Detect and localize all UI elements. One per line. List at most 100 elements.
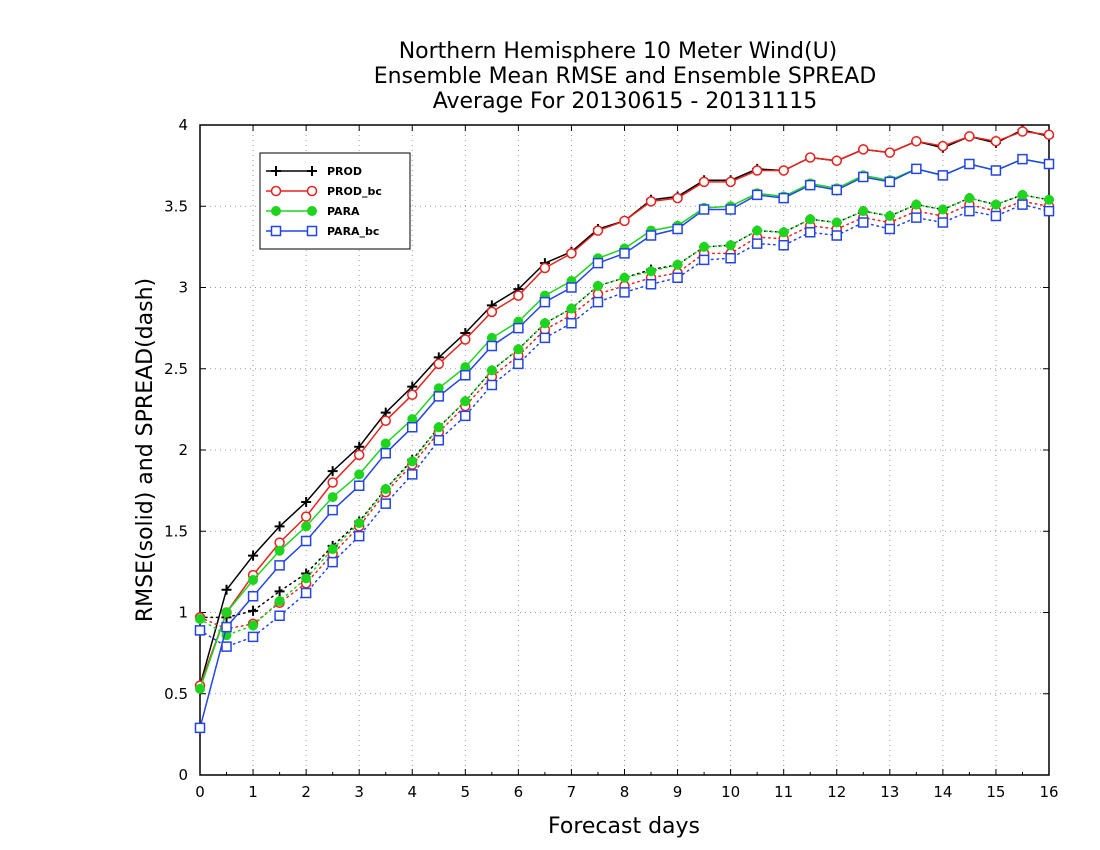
series-para-bc-spread-point — [698, 254, 710, 266]
series-para-spread-point — [805, 214, 816, 225]
series-para-bc-rmse-point — [513, 322, 524, 334]
series-para-spread-point — [354, 518, 365, 529]
series-para-bc-rmse-point — [619, 248, 630, 259]
series-para-bc-rmse-point — [592, 257, 604, 269]
x-tick-label: 12 — [827, 783, 846, 801]
x-tick-label: 7 — [567, 783, 577, 801]
series-para-bc-rmse-point — [725, 204, 736, 215]
series-para-spread-point — [911, 199, 922, 210]
series-para-bc-rmse-point — [460, 370, 471, 381]
title-line-3: Average For 20130615 - 20131115 — [433, 89, 818, 114]
series-para-bc-rmse-point — [911, 163, 922, 175]
legend-swatch-marker — [306, 225, 318, 237]
x-tick-label: 4 — [407, 783, 417, 801]
legend-item-prod-bc: PROD_bc — [266, 185, 382, 198]
series-para-bc-spread-point — [964, 205, 975, 217]
series-para-spread-point — [327, 544, 338, 555]
series-prod-bc-rmse-point — [407, 389, 418, 400]
series-para-bc-rmse-point — [778, 192, 789, 204]
series-para-bc-spread-point — [911, 212, 922, 223]
series-para-bc-rmse-point — [566, 282, 577, 293]
y-tick-label: 2.5 — [164, 360, 188, 378]
x-tick-label: 2 — [301, 783, 311, 801]
series-prod-rmse-point — [327, 466, 338, 477]
series-para-bc-rmse-point — [300, 535, 312, 547]
series-prod-bc-rmse-point — [513, 290, 524, 301]
series-para-spread-point — [592, 280, 603, 291]
series-para-bc-spread-point — [194, 625, 206, 636]
legend-label: PROD — [327, 165, 362, 178]
x-axis-label: Forecast days — [548, 814, 700, 839]
series-para-bc-spread-point — [645, 279, 657, 290]
series-para-spread-point — [248, 620, 259, 631]
series-prod-bc-rmse-point — [884, 147, 896, 158]
x-tick-label: 13 — [880, 783, 899, 801]
series-para-bc-rmse-point — [407, 422, 418, 433]
series-para-bc-rmse-point — [858, 171, 869, 183]
series-para-bc-spread-point — [858, 217, 869, 228]
series-para-bc-spread-point — [407, 469, 418, 480]
series-para-spread-point — [778, 227, 789, 238]
series-para-bc-spread-point — [804, 227, 816, 238]
x-tick-label: 1 — [248, 783, 258, 801]
series-para-bc-spread-point — [937, 217, 949, 228]
legend-item-prod: PROD — [266, 165, 362, 178]
y-axis-label: RMSE(solid) and SPREAD(dash) — [133, 278, 158, 622]
series-para-bc-rmse-point — [194, 722, 206, 734]
series-para-spread-point — [831, 217, 842, 228]
y-tick-label: 2 — [178, 441, 188, 459]
series-para-bc-rmse-point — [804, 179, 816, 191]
series-para-bc-spread-point — [566, 318, 577, 329]
series-para-rmse-point — [274, 545, 285, 556]
x-tick-label: 0 — [195, 783, 205, 801]
x-tick-label: 14 — [933, 783, 952, 801]
series-para-spread-point — [646, 266, 657, 277]
y-tick-label: 3 — [178, 279, 188, 297]
series-para-bc-spread-line — [199, 203, 1050, 648]
series-para-bc-spread-point — [513, 358, 524, 370]
y-tick-label: 0 — [178, 766, 188, 784]
series-para-bc-rmse-point — [645, 230, 657, 241]
series-prod-bc-rmse-point — [672, 192, 683, 204]
x-tick-label: 5 — [461, 783, 471, 801]
series-para-bc-rmse-point — [698, 204, 710, 215]
series-para-bc-rmse-point — [672, 223, 683, 235]
series-para-rmse-point — [380, 438, 391, 449]
legend-box — [259, 152, 411, 250]
y-tick-label: 1 — [178, 604, 188, 622]
series-para-bc-rmse-point — [751, 189, 763, 201]
legend-label: PARA_bc — [327, 225, 379, 238]
series-prod-bc-rmse-point — [698, 176, 710, 188]
series-para-bc-spread-point — [831, 230, 842, 241]
series-para-spread-point — [619, 272, 630, 283]
series-para-spread-point — [486, 365, 497, 376]
series-para-bc-spread-point — [433, 435, 445, 446]
y-tick-label: 4 — [178, 116, 188, 134]
series-para-bc-spread-point — [725, 253, 736, 264]
legend-swatch-marker — [307, 166, 317, 176]
series-para-bc-rmse-point — [831, 184, 842, 196]
series-prod-bc-rmse-point — [539, 262, 551, 274]
series-prod-bc-rmse-point — [990, 136, 1002, 147]
series-para-bc-rmse-point — [539, 296, 551, 308]
legend-swatch-marker — [306, 185, 318, 197]
legend-label: PARA — [327, 205, 360, 218]
series-para-bc-rmse-point — [433, 391, 445, 402]
legend-item-para-bc: PARA_bc — [266, 225, 379, 238]
series-para-bc-rmse-point — [247, 591, 259, 602]
legend-swatch-marker — [271, 166, 281, 176]
series-prod-rmse-point — [221, 584, 232, 595]
series-prod-bc-rmse-point — [645, 196, 657, 207]
legend-swatch-marker — [270, 185, 282, 197]
series-prod-spread-point — [274, 586, 285, 597]
series-para-bc-spread-point — [1017, 199, 1028, 210]
series-para-bc-rmse-point — [274, 560, 285, 571]
series-para-bc-spread-point — [592, 296, 604, 308]
series-para-bc-rmse-point — [937, 170, 949, 181]
series-prod-bc-rmse-point — [619, 215, 630, 227]
series-para-bc-spread-point — [274, 610, 285, 621]
series-para-spread-point — [195, 614, 205, 624]
x-tick-label: 6 — [514, 783, 524, 801]
series-prod-bc-rmse-point — [911, 136, 922, 147]
series-prod-bc-rmse-point — [937, 140, 949, 152]
